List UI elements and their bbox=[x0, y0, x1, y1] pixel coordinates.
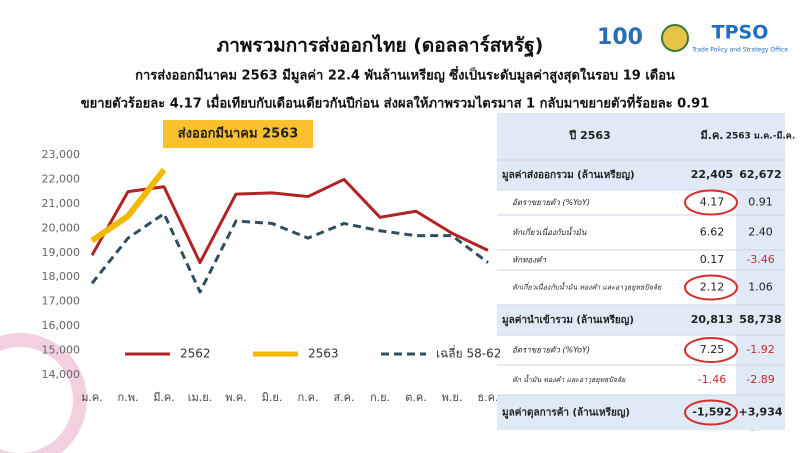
highlight-circle bbox=[684, 274, 738, 301]
highlight-circle bbox=[684, 399, 738, 426]
table-label: อัตราขยายตัว (%YoY) bbox=[512, 346, 590, 355]
y-tick-label: 15,000 bbox=[42, 344, 81, 357]
title: ภาพรวมการส่งออกไทย (ดอลลาร์สหรัฐ) bbox=[217, 34, 544, 59]
y-tick-label: 16,000 bbox=[42, 319, 81, 332]
table-value: -2.89 bbox=[746, 373, 774, 386]
y-tick-label: 19,000 bbox=[42, 246, 81, 259]
subtitle: การส่งออกมีนาคม 2563 มีมูลค่า 22.4 พันล้… bbox=[135, 66, 675, 84]
highlight-circle bbox=[684, 189, 738, 216]
legend-label: 2562 bbox=[180, 347, 211, 361]
y-tick-label: 20,000 bbox=[42, 221, 81, 234]
table-label: หักเกี่ยวเนื่องกับน้ำมัน bbox=[512, 226, 587, 237]
x-tick-label: พ.ย. bbox=[442, 391, 463, 404]
table-header: ปี 2563 bbox=[568, 129, 611, 142]
x-tick-label: ม.ค. bbox=[81, 391, 103, 404]
logo-100: 100 bbox=[597, 25, 643, 50]
series-line bbox=[90, 167, 167, 244]
x-tick-label: ธ.ค. bbox=[477, 391, 498, 404]
x-tick-label: พ.ค. bbox=[225, 391, 247, 404]
x-tick-label: ส.ค. bbox=[333, 391, 354, 404]
table-value: -3.46 bbox=[746, 253, 774, 266]
table-value: -1,592 bbox=[692, 406, 731, 419]
table-value: 2.12 bbox=[700, 281, 725, 294]
table-col-bg bbox=[736, 113, 785, 430]
y-tick-label: 21,000 bbox=[42, 197, 81, 210]
table-label: มูลค่าส่งออกรวม (ล้านเหรียญ) bbox=[502, 169, 635, 182]
table-header: 2563 ม.ค.-มี.ค. bbox=[726, 131, 796, 142]
table-value: 0.17 bbox=[700, 253, 725, 266]
table-row-bg bbox=[497, 395, 736, 430]
logo-tpso-sub: Trade Policy and Strategy Office bbox=[691, 47, 788, 54]
table-value: +3,934 bbox=[738, 406, 782, 419]
table-value: 22,405 bbox=[691, 168, 733, 181]
series-line bbox=[90, 212, 489, 294]
table-label: หักเกี่ยวเนื่องกับน้ำมัน ทองคำ และอาวุธย… bbox=[512, 282, 662, 292]
table-value: 7.25 bbox=[700, 343, 725, 356]
table-value: 20,813 bbox=[691, 313, 733, 326]
y-tick-label: 23,000 bbox=[42, 148, 81, 161]
table-value: 4.17 bbox=[700, 196, 725, 209]
table-value: 1.06 bbox=[748, 281, 773, 294]
series-line bbox=[90, 177, 489, 265]
table-header: มี.ค. bbox=[701, 129, 724, 142]
table-row-bg bbox=[497, 305, 736, 335]
highlight-circle bbox=[684, 337, 738, 363]
legend-label: 2563 bbox=[308, 347, 339, 361]
y-tick-label: 22,000 bbox=[42, 172, 81, 185]
x-tick-label: มิ.ย. bbox=[262, 391, 283, 404]
subtitle: ขยายตัวร้อยละ 4.17 เมื่อเทียบกับเดือนเดี… bbox=[81, 94, 710, 112]
table-label: มูลค่าดุลการค้า (ล้านเหรียญ) bbox=[502, 407, 630, 420]
logo-tpso: TPSO bbox=[712, 22, 769, 44]
logo-seal bbox=[661, 24, 689, 52]
x-tick-label: มี.ค. bbox=[153, 391, 175, 404]
y-tick-label: 18,000 bbox=[42, 270, 81, 283]
decor bbox=[0, 333, 87, 453]
table-value: 2.40 bbox=[748, 226, 773, 239]
table-label: มูลค่านำเข้ารวม (ล้านเหรียญ) bbox=[502, 314, 634, 327]
annotation-box bbox=[163, 120, 313, 148]
table-value: 58,738 bbox=[739, 313, 781, 326]
table-label: อัตราขยายตัว (%YoY) bbox=[512, 198, 590, 207]
table-value: 62,672 bbox=[739, 168, 781, 181]
table-value: 6.62 bbox=[700, 226, 725, 239]
y-tick-label: 14,000 bbox=[42, 368, 81, 381]
table-value: -1.92 bbox=[746, 343, 774, 356]
table-value: 0.91 bbox=[748, 196, 773, 209]
table-label: หักทองคำ bbox=[512, 256, 546, 265]
legend-label: เฉลี่ย 58-62 bbox=[436, 345, 501, 361]
annotation: ส่งออกมีนาคม 2563 bbox=[178, 126, 299, 142]
table-value: -1.46 bbox=[698, 373, 726, 386]
x-tick-label: ก.ค. bbox=[297, 391, 318, 404]
x-tick-label: เม.ย. bbox=[188, 391, 212, 404]
x-tick-label: ต.ค. bbox=[405, 391, 427, 404]
table-label: หัก น้ำมัน ทองคำ และอาวุธยุทธปัจจัย bbox=[512, 374, 626, 384]
x-tick-label: ก.พ. bbox=[118, 391, 139, 404]
x-tick-label: ก.ย. bbox=[370, 391, 390, 404]
table-row-bg bbox=[497, 160, 736, 190]
y-tick-label: 17,000 bbox=[42, 295, 81, 308]
